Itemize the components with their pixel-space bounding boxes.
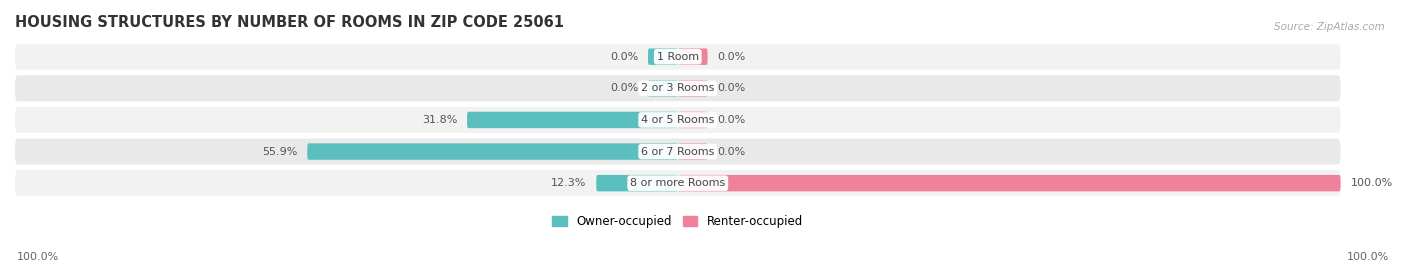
Text: 55.9%: 55.9% <box>262 147 297 157</box>
FancyBboxPatch shape <box>678 175 1340 191</box>
Text: 0.0%: 0.0% <box>610 83 638 93</box>
Text: 31.8%: 31.8% <box>422 115 457 125</box>
FancyBboxPatch shape <box>15 44 1340 70</box>
Text: 0.0%: 0.0% <box>610 52 638 62</box>
FancyBboxPatch shape <box>678 49 707 65</box>
Text: 0.0%: 0.0% <box>717 83 745 93</box>
Legend: Owner-occupied, Renter-occupied: Owner-occupied, Renter-occupied <box>553 215 803 228</box>
Text: 100.0%: 100.0% <box>17 252 59 262</box>
Text: Source: ZipAtlas.com: Source: ZipAtlas.com <box>1274 22 1385 32</box>
FancyBboxPatch shape <box>467 112 678 128</box>
FancyBboxPatch shape <box>596 175 678 191</box>
Text: 4 or 5 Rooms: 4 or 5 Rooms <box>641 115 714 125</box>
FancyBboxPatch shape <box>15 139 1340 164</box>
FancyBboxPatch shape <box>678 143 707 160</box>
Text: HOUSING STRUCTURES BY NUMBER OF ROOMS IN ZIP CODE 25061: HOUSING STRUCTURES BY NUMBER OF ROOMS IN… <box>15 15 564 30</box>
FancyBboxPatch shape <box>15 107 1340 133</box>
Text: 1 Room: 1 Room <box>657 52 699 62</box>
FancyBboxPatch shape <box>308 143 678 160</box>
FancyBboxPatch shape <box>648 49 678 65</box>
Text: 0.0%: 0.0% <box>717 147 745 157</box>
Text: 100.0%: 100.0% <box>1347 252 1389 262</box>
Text: 6 or 7 Rooms: 6 or 7 Rooms <box>641 147 714 157</box>
FancyBboxPatch shape <box>15 75 1340 101</box>
Text: 2 or 3 Rooms: 2 or 3 Rooms <box>641 83 714 93</box>
Text: 0.0%: 0.0% <box>717 115 745 125</box>
FancyBboxPatch shape <box>15 170 1340 196</box>
Text: 8 or more Rooms: 8 or more Rooms <box>630 178 725 188</box>
FancyBboxPatch shape <box>678 112 707 128</box>
Text: 100.0%: 100.0% <box>1351 178 1393 188</box>
FancyBboxPatch shape <box>648 80 678 97</box>
Text: 12.3%: 12.3% <box>551 178 586 188</box>
FancyBboxPatch shape <box>678 80 707 97</box>
Text: 0.0%: 0.0% <box>717 52 745 62</box>
